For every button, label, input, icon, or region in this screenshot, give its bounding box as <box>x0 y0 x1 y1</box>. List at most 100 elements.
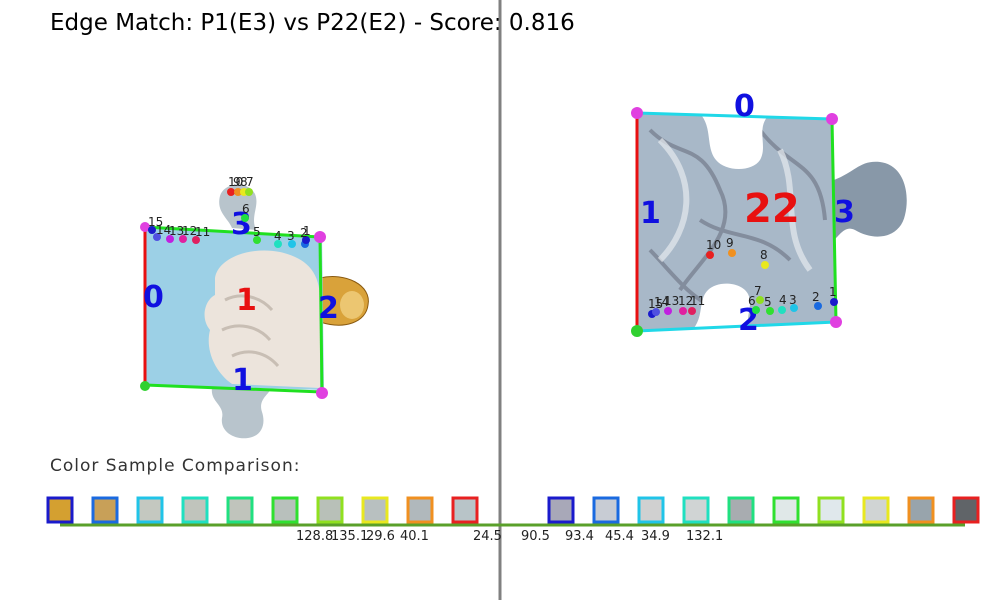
match-title: Edge Match: P1(E3) vs P22(E2) - Score: 0… <box>50 10 575 36</box>
sample-index: 12 <box>182 224 197 238</box>
sample-point <box>728 249 736 257</box>
piece-left-corner <box>316 387 328 399</box>
piece-left-tab-bottom <box>211 388 270 439</box>
sample-index: 3 <box>789 293 797 307</box>
piece-right-corner <box>631 107 643 119</box>
piece-right-blank-top <box>702 116 768 169</box>
piece-left-edge-3 <box>144 225 321 239</box>
sample-index: 12 <box>678 294 693 308</box>
sample-index: 4 <box>274 229 282 243</box>
piece-left-id-label: 1 <box>236 283 257 318</box>
left-swatch <box>361 496 389 524</box>
piece-left-corner <box>314 231 326 243</box>
sample-index: 2 <box>300 226 308 240</box>
left-swatch-row <box>46 496 479 524</box>
sample-index: 9 <box>726 236 734 250</box>
sample-index: 5 <box>764 295 772 309</box>
sample-point <box>166 235 174 243</box>
sample-point <box>830 298 838 306</box>
sample-point <box>153 233 161 241</box>
sample-point <box>688 307 696 315</box>
sample-index: 13 <box>169 224 184 238</box>
sample-point <box>192 236 200 244</box>
distance-value: 93.4 <box>565 529 594 544</box>
sample-index: 5 <box>253 225 261 239</box>
right-swatch <box>592 496 620 524</box>
right-swatch <box>952 496 980 524</box>
distance-value: 40.1 <box>400 529 429 544</box>
right-swatch <box>637 496 665 524</box>
distance-value: 128.8 <box>296 529 333 544</box>
sample-point <box>302 236 310 244</box>
piece-right-edge-0 <box>636 111 833 121</box>
piece-right-edge-label-3: 3 <box>834 195 855 230</box>
sample-point <box>679 307 687 315</box>
sample-point <box>761 261 769 269</box>
piece-left-edge-label-2: 2 <box>318 291 339 326</box>
piece-left-corner <box>140 381 150 391</box>
distance-value: 135.1 <box>331 529 368 544</box>
sample-point <box>245 188 253 196</box>
left-swatch <box>226 496 254 524</box>
sample-index: 6 <box>748 294 756 308</box>
left-swatch <box>271 496 299 524</box>
distance-value: 90.5 <box>521 529 550 544</box>
sample-index: 15 <box>148 215 163 229</box>
piece-right-texture-light <box>657 137 813 272</box>
sample-point <box>814 302 822 310</box>
right-swatch <box>772 496 800 524</box>
sample-point <box>148 226 156 234</box>
sample-point <box>790 304 798 312</box>
piece-left-edge-label-1: 1 <box>232 363 253 398</box>
piece-right-edge-2 <box>636 320 837 333</box>
sample-index: 11 <box>195 225 210 239</box>
piece-left: 0 1 2 3 1 15 14 13 12 11 6 5 4 3 2 1 10 … <box>140 175 369 439</box>
sample-point <box>706 251 714 259</box>
piece-right-corner <box>826 113 838 125</box>
color-section-label: Color Sample Comparison: <box>50 456 300 476</box>
left-swatch <box>46 496 74 524</box>
piece-right-edge-label-1: 1 <box>640 196 661 231</box>
distance-value: 45.4 <box>605 529 634 544</box>
piece-left-edge-2 <box>318 237 324 393</box>
right-swatch <box>727 496 755 524</box>
sample-index: 3 <box>287 229 295 243</box>
sample-index: 7 <box>754 284 762 298</box>
left-swatch <box>91 496 119 524</box>
sample-point <box>227 188 235 196</box>
piece-right-edge-label-0: 0 <box>734 89 755 124</box>
left-swatch <box>136 496 164 524</box>
distance-value: 29.6 <box>366 529 395 544</box>
right-swatch <box>682 496 710 524</box>
sample-index: 4 <box>779 293 787 307</box>
right-swatch <box>907 496 935 524</box>
sample-index: 1 <box>829 285 837 299</box>
piece-right-texture <box>648 128 827 312</box>
right-swatch <box>817 496 845 524</box>
sample-point <box>766 307 774 315</box>
sample-index: 6 <box>242 202 250 216</box>
sample-point <box>274 240 282 248</box>
piece-right-knob-right <box>834 161 907 240</box>
left-swatch <box>316 496 344 524</box>
piece-right-id-label: 22 <box>744 186 800 232</box>
sample-point <box>664 307 672 315</box>
sample-index: 8 <box>760 248 768 262</box>
sample-point <box>752 306 760 314</box>
right-swatch <box>547 496 575 524</box>
sample-point <box>756 296 764 304</box>
sample-index: 14 <box>654 295 669 309</box>
piece-right-corner <box>830 316 842 328</box>
piece-right-edge-3 <box>830 118 838 323</box>
sample-index: 1 <box>303 224 311 238</box>
sample-index: 7 <box>246 175 254 189</box>
right-swatch-row <box>547 496 980 524</box>
sample-index: 8 <box>240 175 248 189</box>
sample-point <box>288 240 296 248</box>
left-swatch <box>451 496 479 524</box>
left-swatch <box>181 496 209 524</box>
sample-index: 13 <box>664 294 679 308</box>
sample-point <box>241 214 249 222</box>
piece-right-corner <box>631 325 643 337</box>
